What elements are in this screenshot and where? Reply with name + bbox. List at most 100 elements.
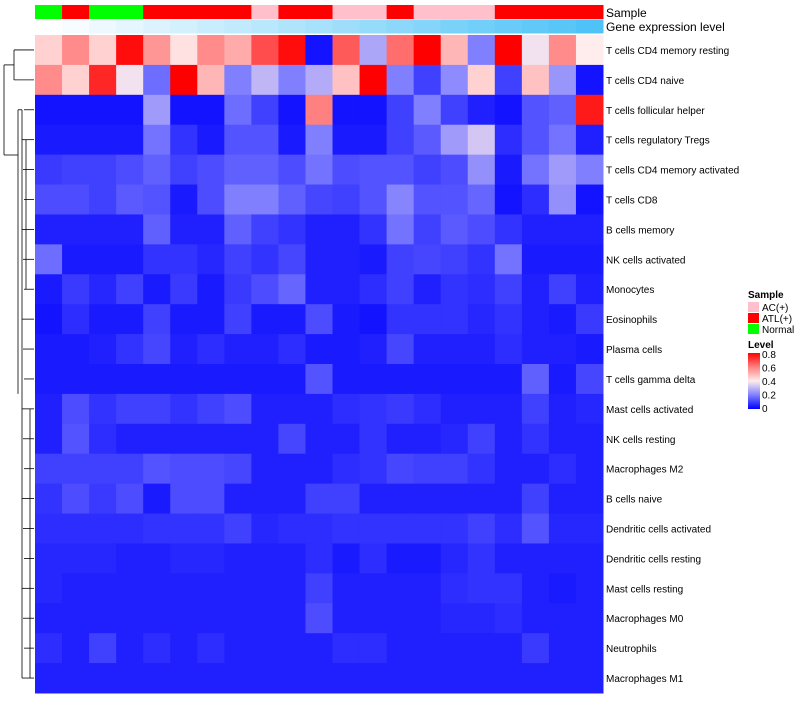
legend-entry-label: ATL(+) xyxy=(762,314,792,325)
heatmap-cell xyxy=(35,364,63,395)
heatmap-cell xyxy=(332,453,361,485)
heatmap-cell xyxy=(413,543,442,574)
heatmap-cell xyxy=(440,244,469,275)
heatmap-cell xyxy=(440,393,469,425)
heatmap-cell xyxy=(89,663,117,694)
heatmap-cell xyxy=(494,35,523,66)
heatmap-cell xyxy=(89,423,117,455)
heatmap-cell xyxy=(116,94,144,126)
heatmap-cell xyxy=(197,244,225,275)
legend-level-ticks: 0.8 0.6 0.4 0.2 0 xyxy=(762,350,776,415)
heatmap-cell xyxy=(575,184,604,215)
heatmap-cell xyxy=(548,35,577,66)
heatmap-cell xyxy=(413,573,442,604)
row-label: Macrophages M1 xyxy=(606,674,684,685)
heatmap-cell xyxy=(386,334,415,365)
heatmap-cell xyxy=(305,214,334,245)
heatmap-cell xyxy=(467,453,496,485)
heatmap-cell xyxy=(413,94,442,126)
heatmap-cell xyxy=(494,124,523,156)
heatmap-cell xyxy=(251,633,279,664)
heatmap-cell xyxy=(197,94,225,126)
heatmap-cell xyxy=(224,214,252,245)
heatmap-cell xyxy=(89,214,117,245)
heatmap-cell xyxy=(251,124,279,156)
heatmap-cell xyxy=(197,35,225,66)
heatmap-cell xyxy=(494,64,523,96)
heatmap-cell xyxy=(359,35,388,66)
heatmap-cell xyxy=(521,35,550,66)
heatmap-cell xyxy=(386,453,415,485)
legend-swatch xyxy=(748,302,759,312)
heatmap-cell xyxy=(305,663,334,694)
heatmap-cell xyxy=(89,244,117,275)
heatmap-cell xyxy=(413,453,442,485)
heatmap-cell xyxy=(305,423,334,455)
heatmap-cell xyxy=(278,184,306,215)
heatmap-cell xyxy=(224,94,252,126)
heatmap-cell xyxy=(278,154,306,186)
heatmap-cell xyxy=(62,244,90,275)
heatmap-cell xyxy=(575,393,604,425)
heatmap-cell xyxy=(278,94,306,126)
heatmap-cell xyxy=(359,573,388,604)
heatmap-cell xyxy=(62,513,90,544)
heatmap-cell xyxy=(521,154,550,186)
heatmap-cells xyxy=(35,35,604,694)
heatmap-cell xyxy=(224,364,252,395)
heatmap-cell xyxy=(89,274,117,305)
heatmap-cell xyxy=(278,573,306,604)
expression-annotation-cell xyxy=(224,19,252,34)
heatmap-cell xyxy=(197,573,225,604)
heatmap-cell xyxy=(386,393,415,425)
heatmap-cell xyxy=(548,573,577,604)
heatmap-cell xyxy=(170,154,198,186)
heatmap-cell xyxy=(170,543,198,574)
heatmap-cell xyxy=(224,633,252,664)
heatmap-cell xyxy=(305,124,334,156)
expression-annotation-cell xyxy=(170,19,198,34)
heatmap-cell xyxy=(305,244,334,275)
heatmap-cell xyxy=(440,184,469,215)
heatmap-cell xyxy=(521,214,550,245)
expression-annotation-cell xyxy=(197,19,225,34)
heatmap-cell xyxy=(494,393,523,425)
heatmap-cell xyxy=(494,483,523,515)
heatmap-cell xyxy=(305,304,334,335)
heatmap-cell xyxy=(197,453,225,485)
heatmap-cell xyxy=(440,603,469,634)
heatmap-cell xyxy=(305,453,334,485)
heatmap-cell xyxy=(89,393,117,425)
heatmap-cell xyxy=(35,663,63,694)
heatmap-cell xyxy=(89,573,117,604)
heatmap-cell xyxy=(35,633,63,664)
heatmap-cell xyxy=(494,633,523,664)
heatmap-cell xyxy=(170,483,198,515)
heatmap-cell xyxy=(89,453,117,485)
heatmap-cell xyxy=(494,573,523,604)
heatmap-cell xyxy=(332,94,361,126)
heatmap-cell xyxy=(413,423,442,455)
heatmap-cell xyxy=(278,543,306,574)
heatmap-cell xyxy=(170,573,198,604)
annotation-title-gene-expression: Gene expression level xyxy=(606,20,725,34)
heatmap-cell xyxy=(143,364,171,395)
heatmap-cell xyxy=(170,663,198,694)
heatmap-cell xyxy=(548,214,577,245)
heatmap-cell xyxy=(143,64,171,96)
heatmap-cell xyxy=(62,423,90,455)
heatmap-cell xyxy=(197,64,225,96)
heatmap-cell xyxy=(116,184,144,215)
legend-tick-label: 0.2 xyxy=(762,391,776,402)
heatmap-cell xyxy=(467,663,496,694)
heatmap-cell xyxy=(548,274,577,305)
heatmap-cell xyxy=(89,364,117,395)
heatmap-cell xyxy=(170,184,198,215)
legend-swatch xyxy=(748,313,759,323)
expression-annotation-cell xyxy=(35,19,63,34)
annotation-title-sample: Sample xyxy=(606,6,647,20)
heatmap-cell xyxy=(62,453,90,485)
heatmap-cell xyxy=(278,663,306,694)
sample-annotation-cell xyxy=(575,5,604,19)
row-label: T cells regulatory Tregs xyxy=(606,136,710,147)
